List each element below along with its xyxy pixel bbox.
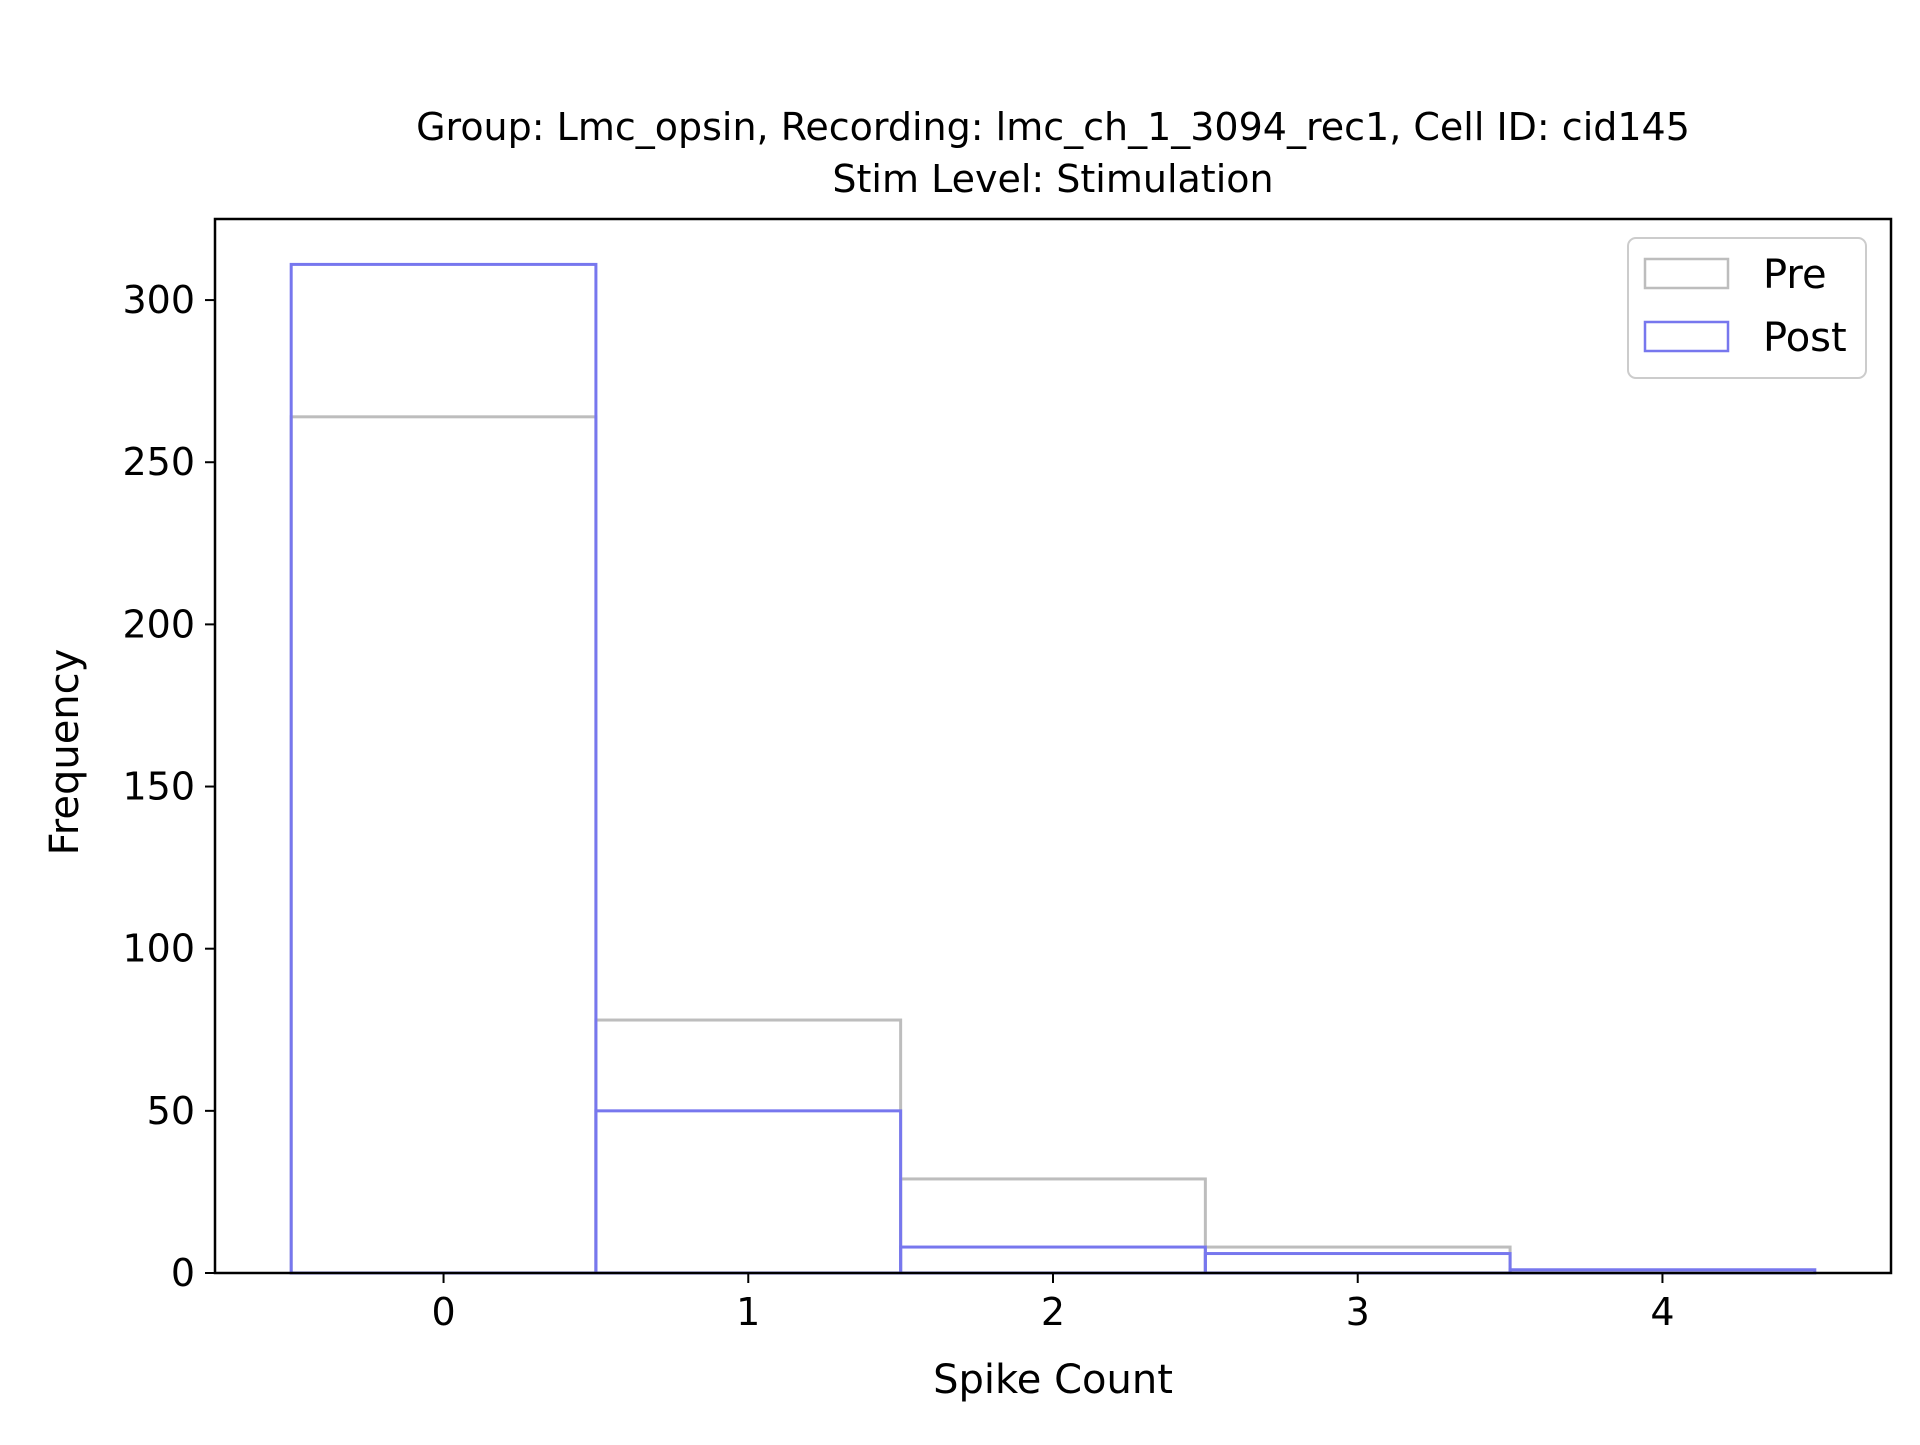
bar-pre-3 bbox=[1203, 1245, 1512, 1275]
x-tick-label: 4 bbox=[1650, 1290, 1674, 1334]
y-tick-label: 0 bbox=[171, 1251, 195, 1295]
bar-post-3 bbox=[1203, 1252, 1512, 1275]
bar-pre-0 bbox=[289, 415, 598, 1275]
x-tick-label: 3 bbox=[1346, 1290, 1370, 1334]
x-tick-label: 0 bbox=[431, 1290, 455, 1334]
y-ticks: 0 50 100 150 200 250 300 bbox=[122, 278, 215, 1295]
legend: Pre Post bbox=[1627, 237, 1867, 379]
y-tick-label: 200 bbox=[122, 602, 195, 646]
legend-label-pre: Pre bbox=[1763, 252, 1827, 298]
y-tick-label: 100 bbox=[122, 927, 195, 971]
chart-title-line2: Stim Level: Stimulation bbox=[832, 157, 1273, 201]
x-tick-label: 2 bbox=[1041, 1290, 1065, 1334]
legend-label-post: Post bbox=[1763, 315, 1847, 361]
x-ticks: 0 1 2 3 4 bbox=[431, 1273, 1675, 1334]
x-axis-label: Spike Count bbox=[933, 1357, 1173, 1403]
y-tick-label: 300 bbox=[122, 278, 195, 322]
legend-swatch-pre bbox=[1643, 257, 1730, 290]
y-tick-label: 250 bbox=[122, 440, 195, 484]
bar-pre-1 bbox=[594, 1018, 903, 1275]
bar-pre-2 bbox=[899, 1177, 1207, 1275]
y-tick-label: 50 bbox=[147, 1089, 195, 1133]
y-tick-label: 150 bbox=[122, 765, 195, 809]
bar-post-2 bbox=[899, 1245, 1207, 1275]
chart-title-line1: Group: Lmc_opsin, Recording: lmc_ch_1_30… bbox=[416, 105, 1690, 149]
y-axis-label: Frequency bbox=[42, 649, 88, 856]
bars-layer bbox=[289, 262, 1817, 1275]
x-tick-label: 1 bbox=[736, 1290, 760, 1334]
legend-swatch-post bbox=[1643, 320, 1730, 353]
bar-post-1 bbox=[594, 1109, 903, 1275]
legend-box bbox=[1627, 237, 1867, 379]
